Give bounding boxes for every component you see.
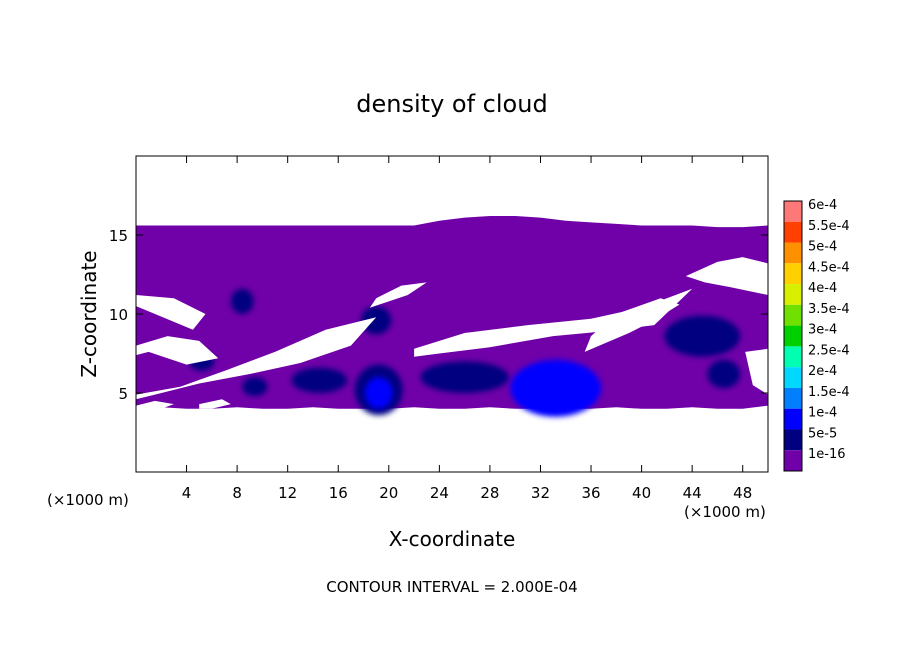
x-tick-label-20: 20 [379,484,398,502]
x-tick-label-12: 12 [278,484,297,502]
clear-region-6 [685,257,768,295]
x-tick-label-16: 16 [329,484,348,502]
clear-region-2 [136,317,377,400]
legend-swatch-11 [784,221,802,243]
legend-label-10: 5e-4 [808,240,837,255]
density-cell-1 [230,288,254,314]
clear-region-9 [199,399,231,409]
legend-swatch-10 [784,242,802,264]
x-axis: 4 8 12 16 20 24 28 32 36 40 44 48 [182,156,752,502]
x-tick-label-24: 24 [430,484,449,502]
legend-label-4: 2e-4 [808,364,837,379]
clear-region-1 [136,336,219,365]
x-tick-label-44: 44 [683,484,702,502]
legend-swatch-7 [784,304,802,326]
legend-swatch-8 [784,284,802,305]
clear-region-3 [369,282,427,308]
legend-swatch-5 [784,346,802,368]
clear-region-5 [584,298,680,352]
legend-label-8: 4e-4 [808,281,837,296]
contour-interval-note: CONTOUR INTERVAL = 2.000E-04 [326,578,577,596]
density-cell-6 [420,361,509,394]
y-tick-label-5: 5 [118,385,128,403]
legend-label-7: 3.5e-4 [808,302,850,317]
legend-frame [783,200,803,472]
legend-swatch-1 [784,429,802,451]
density-cell-2 [664,315,741,357]
chart-title: density of cloud [356,90,547,118]
x-tick-label-40: 40 [632,484,651,502]
legend-label-9: 4.5e-4 [808,260,850,275]
legend-label-6: 3e-4 [808,323,837,338]
legend-swatch-9 [784,263,802,285]
color-legend: 6e-4 5.5e-4 5e-4 4.5e-4 4e-4 3.5e-4 3e-4 2.5e-4… [783,198,850,472]
x-tick-label-8: 8 [232,484,242,502]
x-unit-label-left: (×1000 m) [47,491,129,509]
clear-region-4 [414,288,693,357]
legend-swatch-0 [784,450,802,471]
x-tick-label-36: 36 [581,484,600,502]
legend-label-1: 5e-5 [808,426,837,441]
density-cell-11 [520,374,586,412]
legend-label-12: 6e-4 [808,198,837,213]
y-tick-label-10: 10 [109,306,128,324]
clear-region-0 [136,295,206,330]
legend-label-0: 1e-16 [808,447,846,462]
legend-label-11: 5.5e-4 [808,219,850,234]
y-axis-label: Z-coordinate [77,250,101,377]
y-tick-label-15: 15 [109,227,128,245]
x-tick-label-32: 32 [531,484,550,502]
contour-field [136,216,768,417]
legend-label-3: 1.5e-4 [808,385,850,400]
density-cell-0 [291,367,348,393]
x-axis-label: X-coordinate [389,527,516,551]
legend-swatch-2 [784,408,802,430]
legend-swatch-6 [784,325,802,347]
legend-swatch-12 [784,201,802,222]
density-cell-5 [242,377,268,397]
x-tick-label-4: 4 [182,484,192,502]
clear-region-8 [136,400,174,409]
legend-swatch-3 [784,387,802,409]
x-unit-label-right: (×1000 m) [684,503,766,521]
legend-label-2: 1e-4 [808,406,837,421]
x-tick-label-48: 48 [733,484,752,502]
clear-region-7 [745,348,768,395]
density-cell-10 [364,377,393,409]
density-cell-3 [707,359,741,389]
x-tick-label-28: 28 [480,484,499,502]
legend-label-5: 2.5e-4 [808,343,850,358]
y-axis: 5 10 15 [109,227,768,403]
density-cell-7 [360,306,392,335]
legend-swatch-4 [784,367,802,388]
